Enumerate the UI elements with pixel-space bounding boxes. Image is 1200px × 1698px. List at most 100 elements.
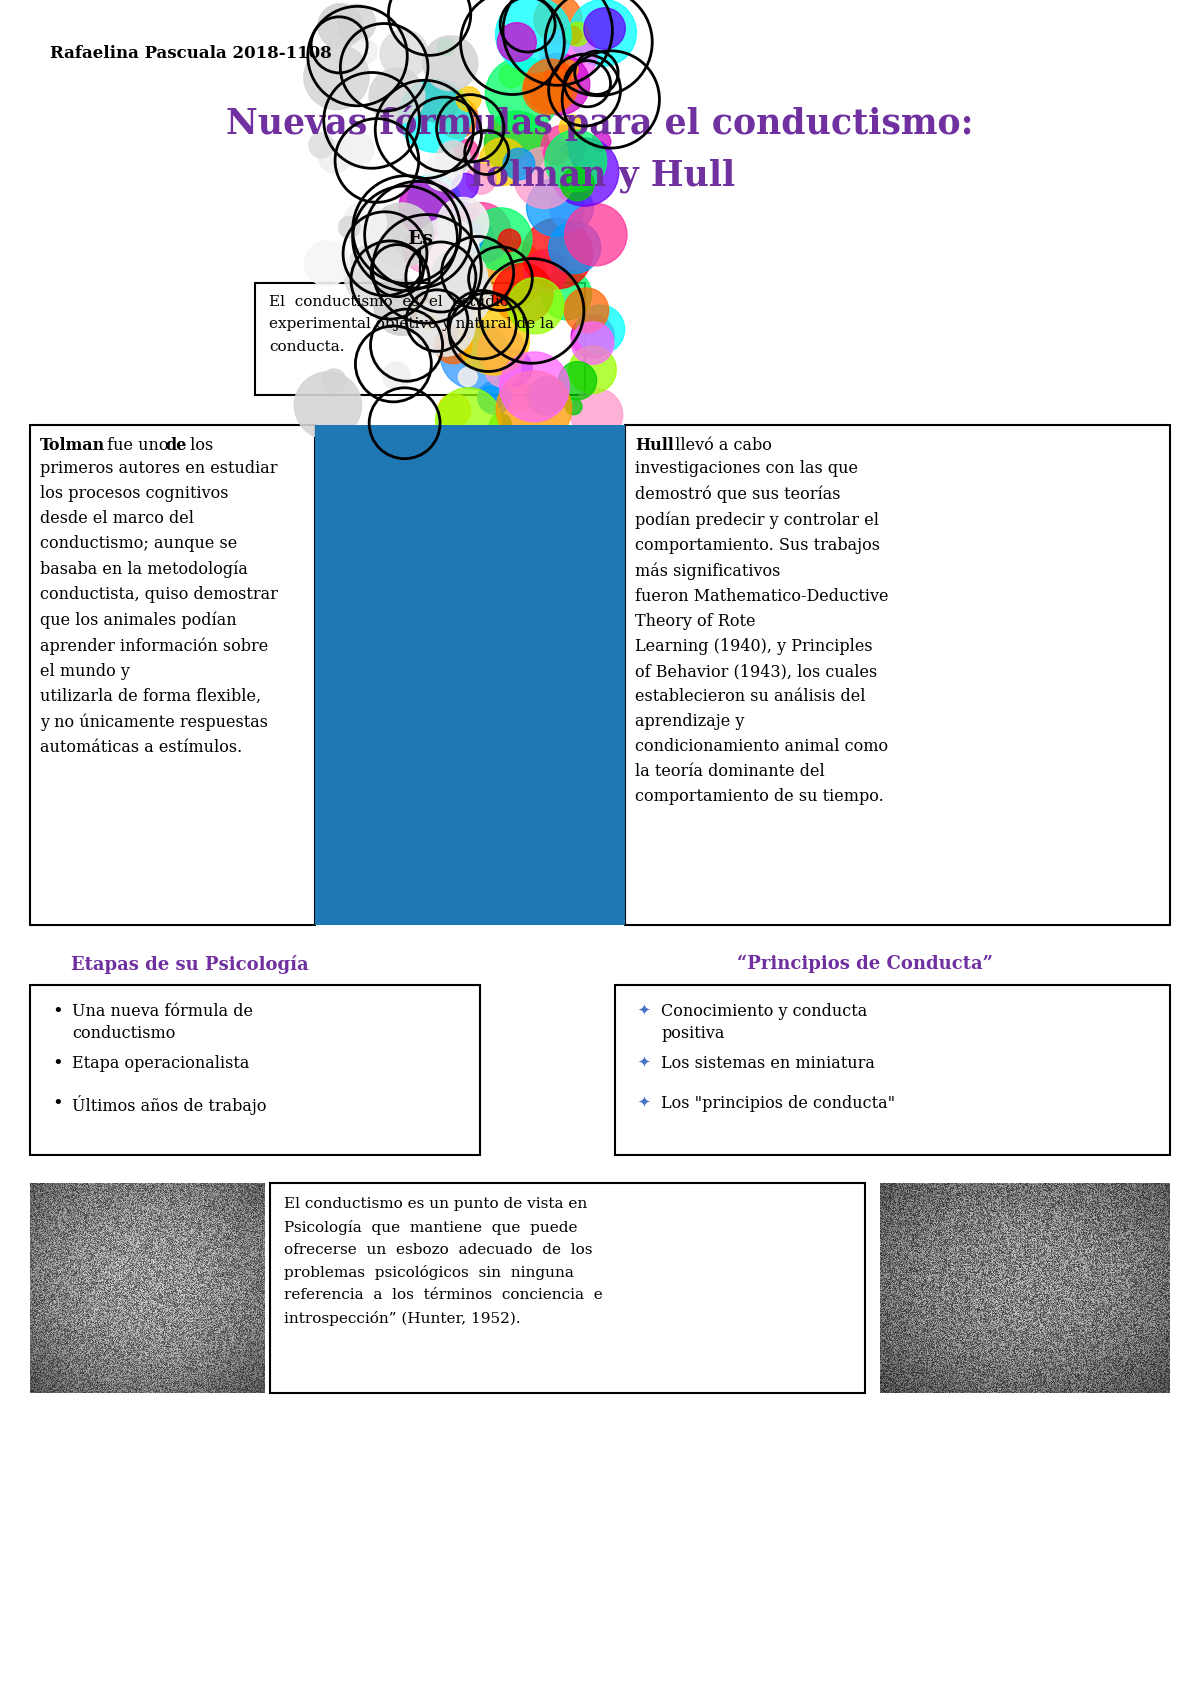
Circle shape [570,0,636,66]
Circle shape [550,187,594,229]
Circle shape [440,321,509,389]
Circle shape [503,148,535,180]
Circle shape [497,370,571,447]
Text: de: de [166,436,186,453]
Circle shape [576,306,625,353]
Text: El  conductismo  es  el  estudio
experimental objetivo y natural de la
conducta.: El conductismo es el estudio experimenta… [269,295,554,353]
Circle shape [370,68,425,124]
Circle shape [565,397,582,414]
Circle shape [478,380,511,414]
Circle shape [499,351,569,421]
Bar [314,424,625,925]
Circle shape [499,65,523,88]
Circle shape [398,80,472,153]
Circle shape [466,165,496,194]
Circle shape [478,326,524,374]
Text: conductismo: conductismo [72,1026,175,1043]
Circle shape [498,229,521,251]
Circle shape [317,87,335,105]
Circle shape [398,178,457,236]
Circle shape [479,385,503,411]
Circle shape [318,3,362,48]
Bar [625,424,1170,925]
Circle shape [493,263,553,324]
Text: positiva: positiva [661,1026,725,1043]
Circle shape [380,31,428,78]
Circle shape [338,3,376,42]
Circle shape [545,61,570,87]
Circle shape [571,389,623,441]
Circle shape [337,131,373,168]
Circle shape [479,239,546,306]
Text: Nuevas fórmulas para el conductismo:: Nuevas fórmulas para el conductismo: [227,105,973,141]
Circle shape [344,243,407,307]
Circle shape [452,222,469,238]
Circle shape [343,202,386,245]
Circle shape [500,379,533,411]
Circle shape [443,202,481,241]
Circle shape [527,377,565,414]
Circle shape [524,250,568,294]
Circle shape [395,280,413,297]
Text: Etapa operacionalista: Etapa operacionalista [72,1054,250,1071]
Circle shape [412,295,444,329]
Circle shape [434,326,472,363]
Circle shape [425,153,462,190]
Circle shape [541,126,586,170]
Circle shape [584,8,625,49]
Circle shape [415,297,475,357]
Circle shape [374,280,430,335]
Text: •: • [52,1054,62,1073]
Circle shape [541,270,592,319]
Circle shape [529,377,568,414]
Circle shape [479,138,527,185]
Circle shape [592,132,611,151]
Circle shape [540,29,596,85]
Text: primeros autores en estudiar
los procesos cognitivos
desde el marco del
conducti: primeros autores en estudiar los proceso… [40,460,278,756]
Bar [256,284,586,396]
Text: Los "principios de conducta": Los "principios de conducta" [661,1095,895,1112]
Circle shape [485,110,548,175]
Circle shape [560,61,578,78]
Circle shape [305,241,349,285]
Circle shape [528,53,589,115]
Circle shape [523,65,571,114]
Circle shape [318,141,352,173]
Text: Rafaelina Pascuala 2018-1108: Rafaelina Pascuala 2018-1108 [50,46,331,63]
Circle shape [496,350,532,387]
Bar [30,424,314,925]
Circle shape [428,261,492,326]
Text: Etapas de su Psicología: Etapas de su Psicología [71,954,308,975]
Text: El conductismo es un punto de vista en
Psicología  que  mantiene  que  puede
ofr: El conductismo es un punto de vista en P… [284,1197,602,1326]
Circle shape [443,282,474,312]
Circle shape [571,314,614,358]
Circle shape [437,141,470,175]
Text: “Principios de Conducta”: “Principios de Conducta” [737,954,994,973]
Circle shape [458,367,478,387]
Circle shape [571,323,614,365]
Circle shape [438,394,470,426]
Circle shape [422,36,478,90]
Circle shape [565,22,589,46]
Circle shape [496,0,571,73]
Circle shape [456,219,493,256]
Circle shape [452,173,479,200]
Circle shape [508,277,564,335]
Circle shape [403,229,446,272]
Circle shape [560,168,594,200]
Circle shape [565,204,626,267]
Circle shape [304,44,370,110]
Circle shape [308,132,334,158]
Text: llevó a cabo: llevó a cabo [670,436,772,453]
Circle shape [437,197,488,250]
Circle shape [456,87,481,112]
Text: Hull: Hull [635,436,673,453]
Circle shape [370,204,433,267]
Circle shape [514,148,575,209]
Bar [30,985,480,1155]
Circle shape [353,39,377,65]
Circle shape [551,138,619,205]
Circle shape [322,368,346,392]
Circle shape [450,221,484,255]
Text: •: • [52,1095,62,1112]
